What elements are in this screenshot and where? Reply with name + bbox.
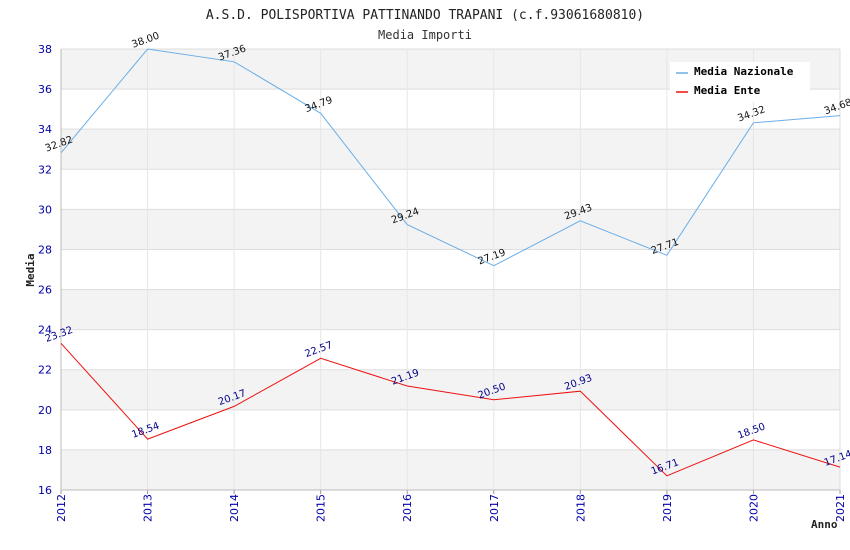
data-label-media-ente: 22.57	[303, 340, 334, 360]
x-axis-label: Anno	[811, 518, 838, 531]
y-tick-label: 16	[38, 484, 52, 497]
grid-lines	[60, 48, 841, 491]
data-label-media-ente: 18.54	[130, 421, 161, 441]
y-tick-label: 24	[38, 324, 52, 337]
grid-bands	[61, 49, 840, 490]
series-lines	[60, 48, 841, 477]
y-axis-label: Media	[24, 253, 37, 286]
chart-title: A.S.D. POLISPORTIVA PATTINANDO TRAPANI (…	[206, 8, 644, 23]
axes	[60, 49, 841, 494]
data-label-media-ente: 18.50	[736, 421, 767, 441]
y-tick-label: 32	[38, 163, 52, 176]
y-tick-label: 28	[38, 243, 52, 256]
y-tick-label: 22	[38, 364, 52, 377]
legend-label-media-ente: Media Ente	[694, 84, 761, 97]
legend-box	[670, 62, 810, 102]
x-tick-label: 2021	[834, 494, 847, 522]
y-tick-label: 36	[38, 83, 52, 96]
x-tick-label: 2020	[747, 494, 760, 522]
legend-label-media-nazionale: Media Nazionale	[694, 65, 794, 78]
grid-band	[61, 209, 840, 250]
x-tick-label: 2014	[228, 494, 241, 522]
data-label-media-nazionale: 34.68	[823, 97, 850, 117]
grid-band	[61, 289, 840, 330]
x-tick-label: 2016	[401, 494, 414, 522]
x-tick-label: 2012	[55, 494, 68, 522]
grid-band	[61, 369, 840, 410]
x-tick-label: 2019	[661, 494, 674, 522]
y-tick-label: 34	[38, 123, 52, 136]
grid-band	[61, 449, 840, 490]
x-tick-label: 2015	[315, 494, 328, 522]
x-tick-label: 2013	[142, 494, 155, 522]
chart-subtitle: Media Importi	[378, 28, 472, 42]
legend: Media Nazionale Media Ente	[670, 62, 810, 102]
x-tick-label: 2017	[488, 494, 501, 522]
y-tick-label: 38	[38, 43, 52, 56]
y-tick-label: 18	[38, 444, 52, 457]
tick-labels: 16 18 20 22 24 26 28 30 32 34 36 38 2012 2013 2014 2015…	[38, 43, 847, 522]
series-line-media-nazionale	[60, 48, 841, 267]
y-tick-label: 26	[38, 284, 52, 297]
y-tick-label: 20	[38, 404, 52, 417]
data-label-media-nazionale: 38.00	[130, 31, 161, 51]
grid-band	[61, 129, 840, 170]
y-tick-label: 30	[38, 203, 52, 216]
data-label-media-nazionale: 34.32	[736, 104, 767, 124]
x-tick-label: 2018	[574, 494, 587, 522]
series-line-media-ente	[60, 342, 841, 477]
